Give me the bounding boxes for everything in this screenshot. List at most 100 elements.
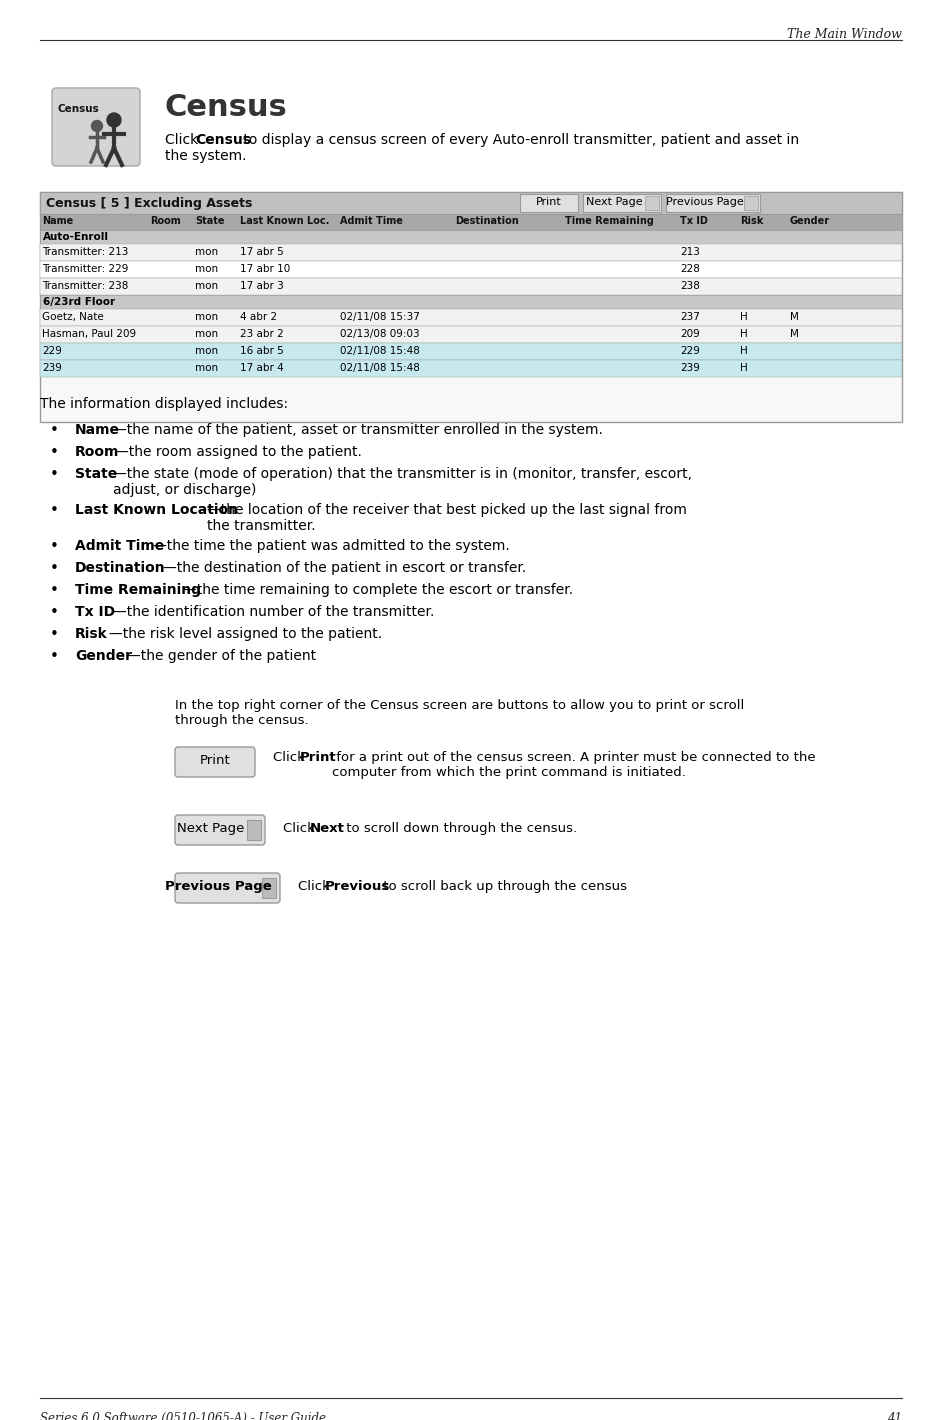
Text: Print: Print	[300, 751, 336, 764]
Text: Admit Time: Admit Time	[340, 216, 403, 226]
Text: 238: 238	[680, 281, 700, 291]
Text: 237: 237	[680, 312, 700, 322]
Text: mon: mon	[195, 281, 219, 291]
Bar	[247, 819, 261, 841]
Text: •: •	[50, 561, 58, 577]
FancyBboxPatch shape	[175, 815, 265, 845]
Text: H: H	[740, 329, 748, 339]
Text: —the gender of the patient: —the gender of the patient	[127, 649, 317, 663]
FancyBboxPatch shape	[175, 873, 280, 903]
Text: •: •	[50, 467, 58, 481]
Bar	[40, 192, 902, 214]
Bar	[40, 278, 902, 295]
Text: Time Remaining: Time Remaining	[565, 216, 654, 226]
Text: the system.: the system.	[165, 149, 247, 163]
Text: Transmitter: 238: Transmitter: 238	[42, 281, 128, 291]
Text: —the time the patient was admitted to the system.: —the time the patient was admitted to th…	[153, 540, 510, 552]
Text: Room: Room	[75, 444, 120, 459]
Text: Click: Click	[273, 751, 309, 764]
Text: •: •	[50, 649, 58, 665]
Text: for a print out of the census screen. A printer must be connected to the
compute: for a print out of the census screen. A …	[332, 751, 816, 780]
Text: Census: Census	[195, 133, 251, 148]
Text: Census [ 5 ] Excluding Assets: Census [ 5 ] Excluding Assets	[46, 197, 252, 210]
Text: Gender: Gender	[75, 649, 132, 663]
Text: Room: Room	[150, 216, 181, 226]
Bar	[40, 192, 902, 422]
Text: —the name of the patient, asset or transmitter enrolled in the system.: —the name of the patient, asset or trans…	[113, 423, 603, 437]
Text: 17 abr 5: 17 abr 5	[240, 247, 284, 257]
Text: —the identification number of the transmitter.: —the identification number of the transm…	[113, 605, 434, 619]
Text: Print: Print	[200, 754, 231, 767]
Text: •: •	[50, 423, 58, 437]
Text: 02/13/08 09:03: 02/13/08 09:03	[340, 329, 419, 339]
Text: Destination: Destination	[75, 561, 166, 575]
Text: mon: mon	[195, 346, 219, 356]
Bar	[520, 195, 578, 212]
Text: —the room assigned to the patient.: —the room assigned to the patient.	[115, 444, 362, 459]
Bar	[583, 195, 661, 212]
Text: M: M	[790, 312, 799, 322]
Text: Last Known Location: Last Known Location	[75, 503, 238, 517]
Circle shape	[91, 121, 103, 132]
Text: Next Page: Next Page	[177, 822, 245, 835]
Text: 17 abr 3: 17 abr 3	[240, 281, 284, 291]
Bar	[40, 214, 902, 230]
Text: 6/23rd Floor: 6/23rd Floor	[43, 297, 115, 307]
Text: Tx ID: Tx ID	[75, 605, 115, 619]
Text: 41: 41	[887, 1411, 902, 1420]
Text: —the destination of the patient in escort or transfer.: —the destination of the patient in escor…	[163, 561, 527, 575]
Text: Name: Name	[42, 216, 73, 226]
Text: Name: Name	[75, 423, 120, 437]
Text: M: M	[790, 329, 799, 339]
Text: Click: Click	[283, 822, 319, 835]
Text: 239: 239	[42, 364, 62, 373]
Bar	[40, 327, 902, 344]
Text: Goetz, Nate: Goetz, Nate	[42, 312, 104, 322]
Text: 228: 228	[680, 264, 700, 274]
Text: Previous: Previous	[325, 880, 390, 893]
FancyBboxPatch shape	[175, 747, 255, 777]
Bar	[40, 310, 902, 327]
Text: Next Page: Next Page	[586, 197, 642, 207]
Text: H: H	[740, 364, 748, 373]
Text: mon: mon	[195, 312, 219, 322]
Text: Previous Page: Previous Page	[666, 197, 744, 207]
Text: •: •	[50, 540, 58, 554]
Circle shape	[107, 114, 121, 126]
Text: —the state (mode of operation) that the transmitter is in (monitor, transfer, es: —the state (mode of operation) that the …	[113, 467, 692, 497]
Text: mon: mon	[195, 264, 219, 274]
Text: Transmitter: 213: Transmitter: 213	[42, 247, 128, 257]
Text: 02/11/08 15:48: 02/11/08 15:48	[340, 346, 420, 356]
Text: to scroll back up through the census: to scroll back up through the census	[379, 880, 627, 893]
Text: The Main Window: The Main Window	[788, 28, 902, 41]
Text: Click: Click	[165, 133, 203, 148]
Bar	[40, 295, 902, 310]
Text: 4 abr 2: 4 abr 2	[240, 312, 277, 322]
Bar	[645, 196, 659, 210]
Text: 16 abr 5: 16 abr 5	[240, 346, 284, 356]
Text: mon: mon	[195, 364, 219, 373]
Text: Time Remaining: Time Remaining	[75, 584, 201, 596]
Text: 209: 209	[680, 329, 700, 339]
Text: Last Known Loc.: Last Known Loc.	[240, 216, 330, 226]
Text: to scroll down through the census.: to scroll down through the census.	[342, 822, 577, 835]
Text: Admit Time: Admit Time	[75, 540, 164, 552]
Text: Transmitter: 229: Transmitter: 229	[42, 264, 128, 274]
Text: •: •	[50, 444, 58, 460]
Text: Next: Next	[310, 822, 345, 835]
Text: State: State	[195, 216, 224, 226]
Text: Destination: Destination	[455, 216, 519, 226]
Text: 23 abr 2: 23 abr 2	[240, 329, 284, 339]
Text: —the risk level assigned to the patient.: —the risk level assigned to the patient.	[109, 628, 382, 640]
Text: mon: mon	[195, 329, 219, 339]
Text: Hasman, Paul 209: Hasman, Paul 209	[42, 329, 137, 339]
Text: Risk: Risk	[75, 628, 107, 640]
Text: •: •	[50, 628, 58, 642]
Bar	[40, 261, 902, 278]
Text: Series 6.0 Software (0510-1065-A) - User Guide: Series 6.0 Software (0510-1065-A) - User…	[40, 1411, 326, 1420]
Text: 02/11/08 15:37: 02/11/08 15:37	[340, 312, 420, 322]
Text: —the location of the receiver that best picked up the last signal from
the trans: —the location of the receiver that best …	[207, 503, 687, 532]
Text: •: •	[50, 503, 58, 518]
Text: •: •	[50, 584, 58, 598]
Text: H: H	[740, 346, 748, 356]
